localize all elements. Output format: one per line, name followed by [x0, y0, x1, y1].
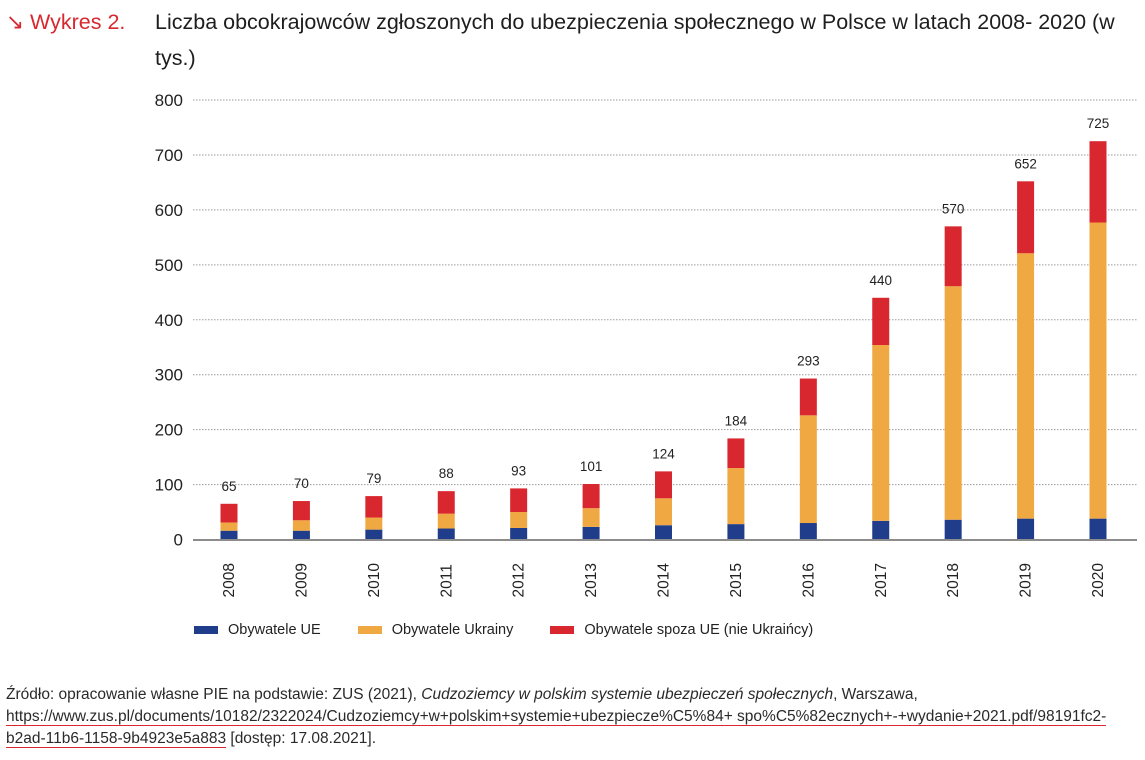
bar-segment-2013-s1 — [582, 508, 600, 527]
source-prefix: Źródło: opracowanie własne PIE na podsta… — [6, 686, 422, 703]
stacked-bar-chart: 0 100 200 300 400 500 600 700 800 65 2008 70 2009 79 2… — [155, 91, 1137, 598]
bar-segment-2013-s0 — [582, 526, 600, 540]
bar-segment-2020-s1 — [1089, 222, 1107, 519]
bar-segment-2009-s1 — [292, 520, 310, 531]
bar-segment-2018-s1 — [944, 286, 962, 520]
source-publication-title: Cudzoziemcy w polskim systemie ubezpiecz… — [421, 686, 834, 703]
y-tick-label-0: 0 — [174, 531, 183, 550]
data-label-2009: 70 — [294, 476, 309, 491]
bar-segment-2014-s2 — [655, 471, 672, 499]
y-tick-label-700: 700 — [155, 146, 183, 165]
bar-segment-2016-s1 — [799, 415, 817, 524]
bar-segment-2015-s2 — [727, 438, 745, 469]
data-label-2016: 293 — [797, 354, 820, 369]
legend-swatch-eu — [194, 626, 218, 634]
source-link[interactable]: https://www.zus.pl/documents/10182/23220… — [6, 708, 1107, 748]
bar-segment-2018-s0 — [944, 519, 962, 540]
bar-segment-2010-s0 — [365, 529, 383, 540]
bar-segment-2017-s2 — [872, 297, 890, 346]
source-middle: , Warszawa, — [833, 686, 918, 703]
bar-segment-2008-s1 — [220, 522, 238, 531]
x-tick-label-2010: 2010 — [366, 563, 383, 598]
x-tick-label-2018: 2018 — [945, 563, 962, 597]
figure-label: ↘ Wykres 2. — [6, 4, 125, 40]
bar-segment-2019-s2 — [1017, 181, 1035, 254]
data-label-2019: 652 — [1014, 156, 1037, 171]
bar-segment-2013-s2 — [582, 484, 600, 509]
x-tick-label-2011: 2011 — [438, 564, 455, 597]
y-tick-label-400: 400 — [155, 311, 183, 330]
bar-segment-2017-s0 — [872, 520, 890, 540]
bar-segment-2011-s1 — [437, 513, 455, 529]
source-suffix: [dostęp: 17.08.2021]. — [226, 730, 377, 747]
arrow-down-right-icon: ↘ — [6, 10, 25, 34]
x-tick-label-2015: 2015 — [728, 563, 745, 597]
bar-segment-2019-s1 — [1017, 253, 1035, 519]
bar-segment-2008-s0 — [220, 530, 238, 540]
x-tick-label-2016: 2016 — [800, 563, 817, 597]
data-label-2017: 440 — [869, 273, 892, 288]
source-note: Źródło: opracowanie własne PIE na podsta… — [6, 684, 1141, 750]
x-tick-label-2012: 2012 — [511, 563, 528, 597]
data-label-2013: 101 — [580, 459, 603, 474]
y-tick-label-200: 200 — [155, 421, 183, 440]
bar-segment-2015-s1 — [727, 468, 745, 525]
figure-number: Wykres 2. — [30, 10, 126, 34]
bar-segment-2016-s0 — [799, 523, 817, 540]
y-tick-label-600: 600 — [155, 201, 183, 220]
chart-title: Liczba obcokrajowców zgłoszonych do ubez… — [155, 10, 1115, 70]
bar-segment-2010-s1 — [365, 517, 383, 530]
y-tick-label-500: 500 — [155, 256, 183, 275]
bar-segment-2014-s0 — [655, 525, 672, 540]
data-label-2011: 88 — [439, 466, 454, 481]
x-tick-label-2014: 2014 — [656, 563, 673, 598]
bar-segment-2010-s2 — [365, 496, 383, 518]
x-tick-label-2020: 2020 — [1090, 563, 1107, 598]
bar-segment-2008-s2 — [220, 503, 238, 523]
bar-segment-2009-s0 — [292, 530, 310, 540]
legend-item-ukraine: Obywatele Ukrainy — [357, 622, 514, 638]
data-label-2010: 79 — [366, 471, 381, 486]
bar-segment-2020-s2 — [1089, 141, 1107, 223]
data-label-2008: 65 — [221, 479, 236, 494]
bar-segment-2014-s1 — [655, 498, 672, 526]
legend-label-eu: Obywatele UE — [228, 622, 321, 638]
y-tick-label-100: 100 — [155, 476, 183, 495]
x-tick-label-2009: 2009 — [293, 563, 310, 597]
bar-segment-2019-s0 — [1017, 518, 1035, 540]
bar-segment-2012-s2 — [510, 488, 528, 513]
bar-segment-2012-s0 — [510, 527, 528, 540]
bar-segment-2009-s2 — [292, 501, 310, 521]
bar-segment-2011-s0 — [437, 528, 455, 540]
legend-item-other: Obywatele spoza UE (nie Ukraińcy) — [550, 622, 813, 638]
legend-swatch-other — [550, 626, 575, 634]
bar-segment-2011-s2 — [437, 491, 455, 514]
legend-label-ukraine: Obywatele Ukrainy — [391, 622, 514, 638]
bar-segment-2016-s2 — [799, 378, 817, 416]
legend-label-other: Obywatele spoza UE (nie Ukraińcy) — [584, 622, 814, 638]
data-label-2020: 725 — [1087, 116, 1110, 131]
legend-item-eu: Obywatele UE — [194, 622, 321, 638]
data-label-2012: 93 — [511, 463, 526, 478]
legend: Obywatele UE Obywatele Ukrainy Obywatele… — [194, 622, 850, 638]
x-tick-label-2019: 2019 — [1018, 563, 1035, 597]
bar-segment-2012-s1 — [510, 512, 528, 528]
legend-swatch-ukraine — [357, 626, 382, 634]
y-tick-label-300: 300 — [155, 366, 183, 385]
bar-segment-2018-s2 — [944, 226, 962, 287]
data-label-2015: 184 — [725, 413, 748, 428]
data-label-2014: 124 — [652, 446, 675, 461]
bar-segment-2015-s0 — [727, 524, 745, 540]
data-label-2018: 570 — [942, 201, 965, 216]
bar-segment-2017-s1 — [872, 345, 890, 521]
y-tick-label-800: 800 — [155, 91, 183, 110]
bar-segment-2020-s0 — [1089, 518, 1107, 540]
x-tick-label-2017: 2017 — [873, 563, 890, 597]
x-tick-label-2013: 2013 — [583, 563, 600, 597]
x-tick-label-2008: 2008 — [221, 563, 238, 597]
